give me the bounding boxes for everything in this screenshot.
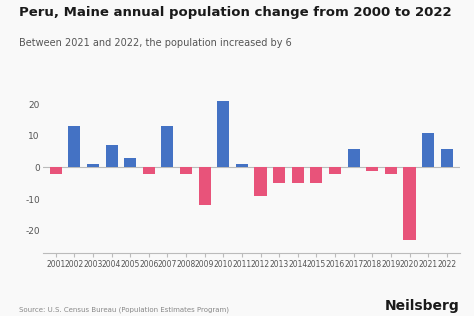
Bar xyxy=(124,158,136,167)
Bar xyxy=(50,167,62,174)
Bar xyxy=(199,167,211,205)
Bar xyxy=(87,164,99,167)
Text: Between 2021 and 2022, the population increased by 6: Between 2021 and 2022, the population in… xyxy=(19,38,292,48)
Bar xyxy=(385,167,397,174)
Text: Source: U.S. Census Bureau (Population Estimates Program): Source: U.S. Census Bureau (Population E… xyxy=(19,306,229,313)
Bar xyxy=(310,167,322,183)
Bar xyxy=(441,149,453,167)
Bar xyxy=(347,149,360,167)
Bar xyxy=(366,167,378,171)
Bar xyxy=(292,167,304,183)
Bar xyxy=(106,145,118,167)
Bar xyxy=(255,167,266,196)
Bar xyxy=(143,167,155,174)
Bar xyxy=(180,167,192,174)
Bar xyxy=(403,167,416,240)
Bar xyxy=(273,167,285,183)
Text: Peru, Maine annual population change from 2000 to 2022: Peru, Maine annual population change fro… xyxy=(19,6,452,19)
Text: Neilsberg: Neilsberg xyxy=(385,299,460,313)
Bar xyxy=(422,133,434,167)
Bar xyxy=(329,167,341,174)
Bar xyxy=(217,101,229,167)
Bar xyxy=(236,164,248,167)
Bar xyxy=(161,126,173,167)
Bar xyxy=(68,126,81,167)
